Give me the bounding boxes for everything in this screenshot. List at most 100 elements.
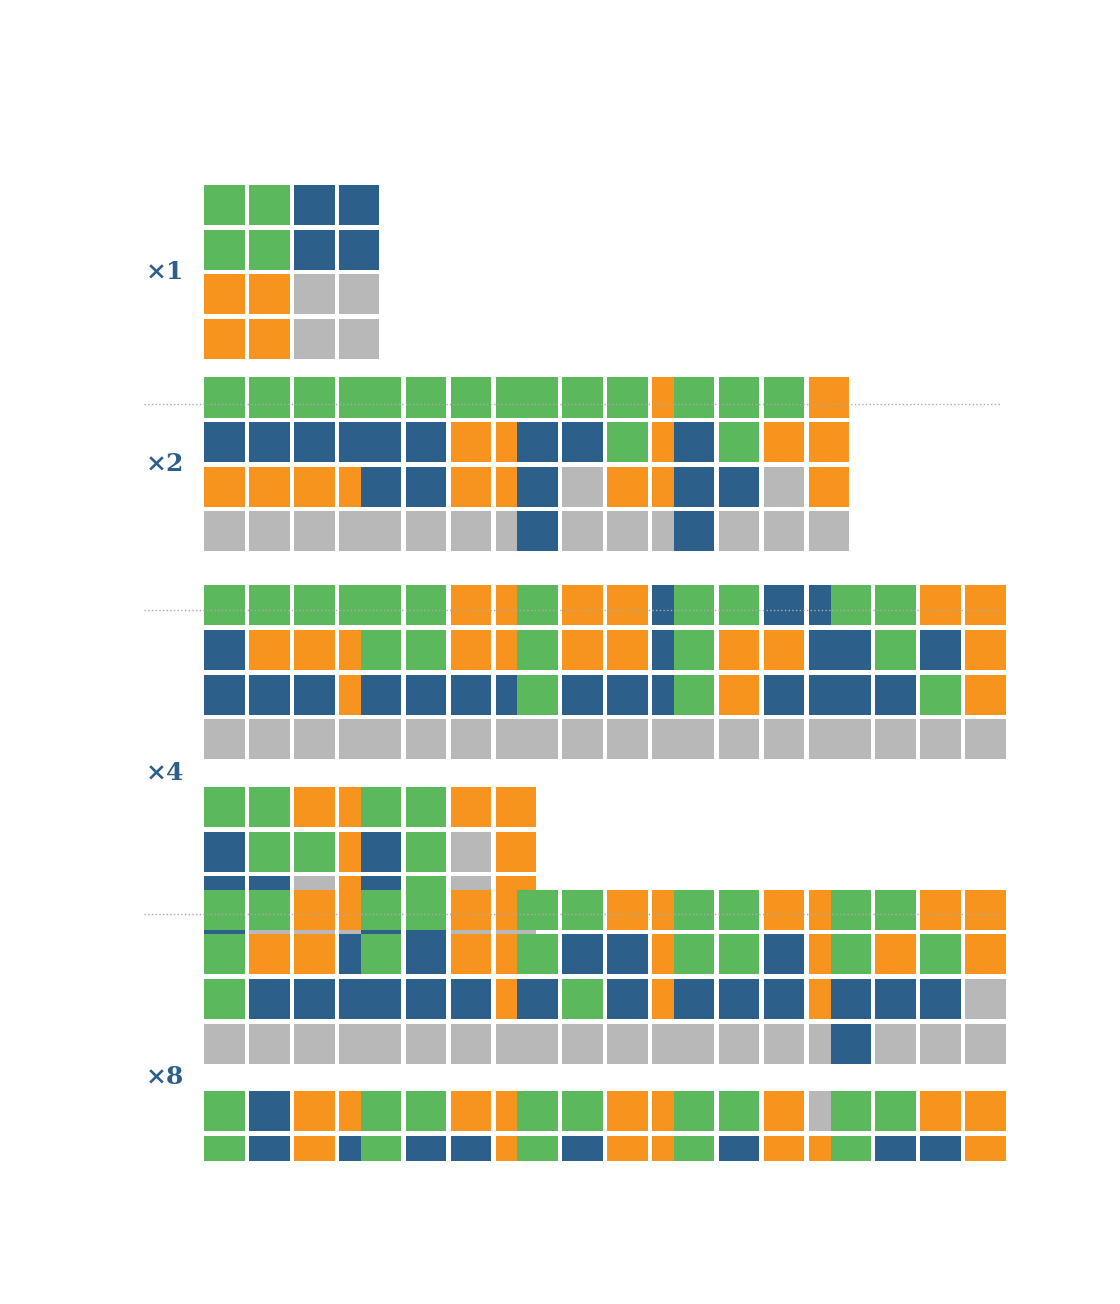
Bar [405, 422, 446, 462]
Bar [250, 720, 290, 759]
Bar [652, 422, 692, 462]
Bar [450, 788, 491, 827]
Bar [674, 889, 715, 930]
Bar [339, 720, 380, 759]
Bar [405, 1136, 446, 1176]
Bar [496, 1091, 536, 1132]
Bar [361, 889, 401, 930]
Bar [652, 674, 692, 715]
Bar [764, 720, 804, 759]
Bar [764, 979, 804, 1018]
Bar [250, 1024, 290, 1064]
Bar [876, 585, 916, 626]
Bar [405, 720, 446, 759]
Bar [562, 511, 603, 552]
Bar [496, 832, 536, 872]
Bar [250, 1226, 290, 1265]
Bar [607, 422, 647, 462]
Bar [562, 889, 603, 930]
Text: ×2: ×2 [146, 452, 184, 476]
Bar [607, 720, 647, 759]
Bar [562, 1136, 603, 1176]
Bar [876, 674, 916, 715]
Bar [831, 1091, 871, 1132]
Bar [496, 1226, 536, 1265]
Bar [764, 934, 804, 974]
Bar [921, 674, 961, 715]
Bar [562, 1226, 603, 1265]
Bar [204, 832, 244, 872]
Bar [250, 467, 290, 507]
Bar [496, 1024, 536, 1064]
Bar [876, 934, 916, 974]
Bar [405, 1091, 446, 1132]
Bar [876, 1136, 916, 1176]
Bar [965, 1180, 1006, 1221]
Bar [204, 1091, 244, 1132]
Bar [719, 1136, 759, 1176]
Bar [674, 979, 715, 1018]
Bar [496, 1136, 536, 1176]
Bar [204, 876, 244, 917]
Bar [339, 876, 380, 917]
Bar [204, 274, 244, 314]
Bar [607, 511, 647, 552]
Bar [295, 230, 335, 270]
Bar [295, 1024, 335, 1064]
Bar [965, 1136, 1006, 1176]
Bar [562, 422, 603, 462]
Bar [295, 585, 335, 626]
Bar [607, 1024, 647, 1064]
Bar [764, 1136, 804, 1176]
Bar [517, 585, 558, 626]
Bar [496, 788, 536, 827]
Bar [204, 979, 244, 1018]
Bar [339, 934, 380, 974]
Bar [295, 1091, 335, 1132]
Bar [921, 1091, 961, 1132]
Bar [405, 921, 446, 961]
Bar [496, 511, 536, 552]
Bar [405, 511, 446, 552]
Bar [562, 979, 603, 1018]
Bar [405, 934, 446, 974]
Bar [405, 979, 446, 1018]
Bar [295, 876, 335, 917]
Bar [361, 788, 401, 827]
Bar [339, 274, 380, 314]
Bar [450, 1180, 491, 1221]
Bar [719, 1180, 759, 1221]
Bar [764, 1024, 804, 1064]
Bar [339, 1226, 380, 1265]
Bar [517, 889, 558, 930]
Bar [809, 674, 849, 715]
Bar [764, 1091, 804, 1132]
Bar [652, 720, 692, 759]
Bar [361, 979, 401, 1018]
Bar [921, 979, 961, 1018]
Bar [831, 1136, 871, 1176]
Bar [295, 422, 335, 462]
Bar [764, 630, 804, 670]
Bar [876, 889, 916, 930]
Bar [405, 674, 446, 715]
Bar [204, 185, 244, 226]
Bar [339, 630, 380, 670]
Bar [607, 1136, 647, 1176]
Bar [405, 1024, 446, 1064]
Bar [809, 889, 849, 930]
Bar [921, 1226, 961, 1265]
Bar [339, 377, 380, 417]
Bar [809, 630, 849, 670]
Bar [339, 979, 380, 1018]
Bar [809, 934, 849, 974]
Bar [250, 934, 290, 974]
Bar [607, 979, 647, 1018]
Bar [831, 630, 871, 670]
Bar [719, 934, 759, 974]
Bar [250, 630, 290, 670]
Bar [405, 377, 446, 417]
Bar [809, 1180, 849, 1221]
Bar [250, 788, 290, 827]
Bar [876, 630, 916, 670]
